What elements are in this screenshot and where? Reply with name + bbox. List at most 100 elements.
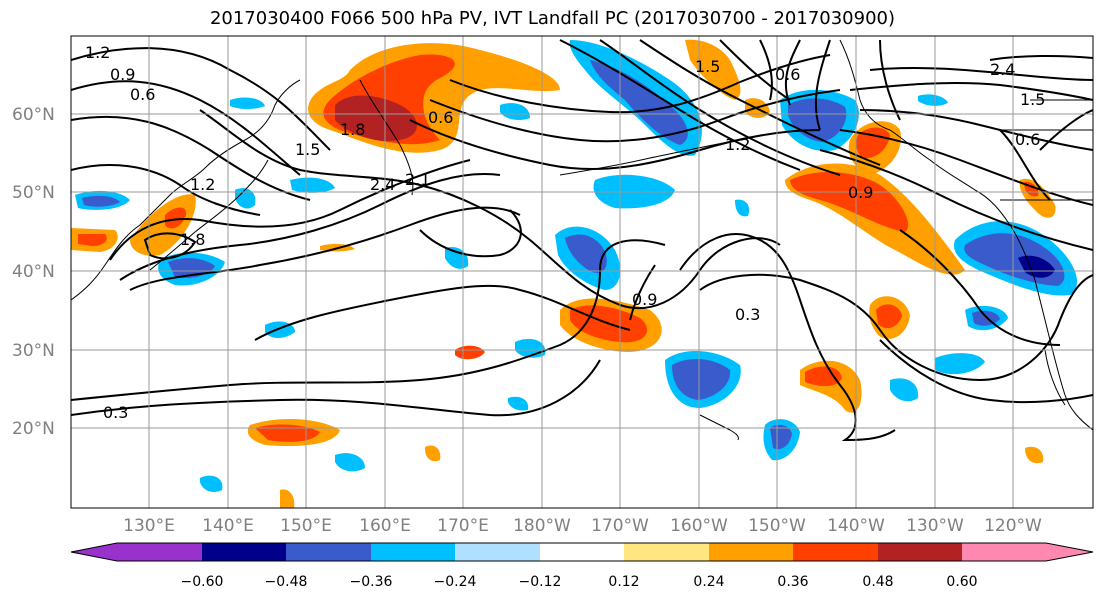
colorbar-segment [117, 543, 202, 561]
coastline-na-west [1009, 224, 1093, 431]
coastline-japan [149, 159, 269, 271]
cool-anomaly-small-14 [918, 94, 948, 106]
coastline-aleutian [559, 139, 741, 176]
pv-contour [784, 39, 801, 106]
lon-label: 120°W [984, 516, 1042, 536]
colorbar-segment [202, 543, 287, 561]
pv-contour [199, 109, 781, 310]
warm-anomaly-japan-core [165, 207, 187, 229]
pv-contour [429, 89, 841, 143]
colorbar-segment [540, 543, 625, 561]
warm-anomaly-gulf-alaska-core [790, 171, 909, 232]
cool-anomaly-small-2 [235, 188, 256, 209]
colorbar-tick: −0.12 [519, 574, 562, 590]
lon-label: 140°E [202, 516, 254, 536]
lat-label: 50°N [12, 183, 55, 203]
colorbar-segment [709, 543, 794, 561]
contour-label: 0.3 [735, 305, 760, 324]
coastline-kamchatka [359, 79, 414, 196]
pv-contour [71, 80, 301, 176]
lon-label: 130°E [123, 516, 175, 536]
pv-contour [1039, 109, 1093, 151]
lat-label: 40°N [12, 262, 55, 282]
cool-anomaly-west-2-core [82, 195, 120, 207]
pv-contour [71, 359, 601, 417]
contour-label: 0.6 [775, 65, 800, 84]
pv-contour [599, 39, 841, 176]
cool-anomaly-aleutian-core [590, 60, 688, 145]
pv-contours [71, 39, 1093, 442]
lon-label: 180°W [513, 516, 571, 536]
warm-anomaly-subtropic-core [255, 424, 320, 442]
pv-contour [679, 233, 896, 442]
pv-contour [859, 109, 1093, 151]
contour-label: 1.2 [85, 43, 110, 62]
lon-label: 170°E [437, 516, 489, 536]
colorbar-segment [878, 543, 963, 561]
pv-contour [819, 149, 1093, 251]
pv-contour [869, 66, 1093, 81]
colorbar-segment [793, 543, 878, 561]
graticule [71, 36, 1093, 508]
lon-label: 160°E [359, 516, 411, 536]
pv-contour [71, 239, 666, 401]
cool-anomaly-small-15 [735, 199, 750, 217]
warm-anomaly-small-3 [424, 445, 441, 462]
contour-labels: 1.2 0.9 0.6 1.5 1.8 2.1 2.4 0.3 1.5 1.2 … [85, 43, 1045, 422]
colorbar-tick: −0.60 [181, 574, 224, 590]
contour-label: 1.8 [340, 120, 365, 139]
cool-anomaly-small-9 [200, 475, 223, 493]
pv-contour [699, 273, 1093, 382]
contour-label: 1.5 [695, 57, 720, 76]
contour-label: 0.9 [110, 65, 135, 84]
colorbar-tick: 0.36 [777, 574, 808, 590]
pv-contour [999, 129, 1051, 201]
colorbar: −0.60 −0.48 −0.36 −0.24 −0.12 0.12 0.24 … [70, 542, 1094, 590]
colorbar-tick: 0.24 [693, 574, 724, 590]
cool-anomaly-small-4 [500, 103, 530, 120]
contour-label: 1.8 [180, 230, 205, 249]
lat-label: 20°N [12, 419, 55, 439]
colorbar-high-extension [1046, 543, 1093, 561]
pv-contour [849, 81, 1093, 101]
cool-anomaly-small-10 [508, 396, 529, 411]
cool-anomaly-small-11 [890, 378, 919, 402]
cool-anomaly-small-12 [935, 353, 985, 375]
colorbar-segment [962, 543, 1047, 561]
pv-contour [71, 47, 331, 151]
pv-contour [559, 39, 801, 171]
colorbar-segment [371, 543, 456, 561]
colorbar-tick: 0.12 [608, 574, 639, 590]
cool-anomaly-hawaii-core [672, 358, 731, 400]
pv-contour [71, 115, 311, 201]
colorbar-low-extension [71, 543, 118, 561]
pv-contour [71, 164, 261, 216]
cool-anomaly-small-8 [335, 453, 365, 472]
colorbar-tick: 0.60 [946, 574, 977, 590]
map-content: 1.2 0.9 0.6 1.5 1.8 2.1 2.4 0.3 1.5 1.2 … [71, 36, 1093, 508]
warm-anomaly-east-1-core [876, 304, 902, 329]
contour-label: 1.2 [190, 175, 215, 194]
colorbar-segment [624, 543, 709, 561]
pv-contour [989, 54, 1093, 61]
pv-contour [719, 39, 791, 101]
lat-label: 60°N [12, 105, 55, 125]
longitude-axis: 130°E 140°E 150°E 160°E 170°E 180°W 170°… [123, 516, 1042, 536]
contour-label: 1.5 [295, 140, 320, 159]
lon-label: 160°W [670, 516, 728, 536]
contour-label: 0.6 [428, 108, 453, 127]
colorbar-segment [286, 543, 371, 561]
lon-label: 140°W [827, 516, 885, 536]
colorbar-tick: 0.48 [862, 574, 893, 590]
contour-label: 0.3 [103, 403, 128, 422]
latitude-axis: 60°N 50°N 40°N 30°N 20°N [12, 105, 55, 439]
colorbar-tick: −0.24 [434, 574, 477, 590]
pv-contour [254, 284, 631, 341]
pv-contour [814, 39, 831, 131]
pv-contour [759, 39, 773, 101]
contour-label: 0.9 [632, 290, 657, 309]
map-title: 2017030400 F066 500 hPa PV, IVT Landfall… [209, 8, 896, 29]
pv-contour [409, 119, 821, 170]
pv-contour [143, 232, 197, 260]
colorbar-outline [70, 542, 1094, 562]
